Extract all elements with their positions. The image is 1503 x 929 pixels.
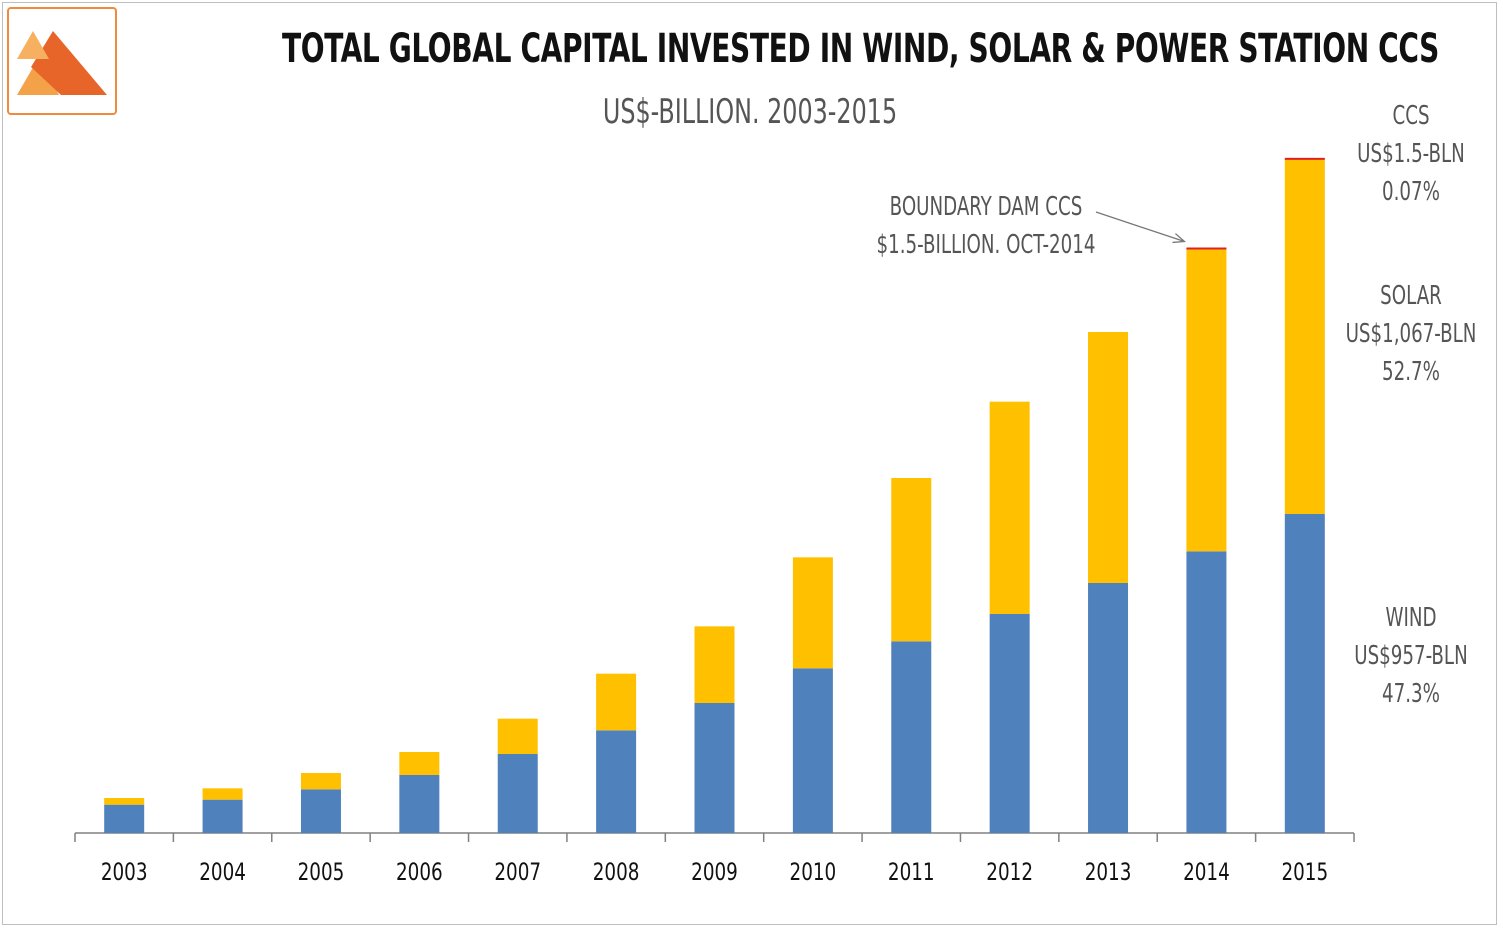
chart-subtitle: US$-BILLION. 2003-2015 [602,92,898,132]
bar-wind-2003 [104,804,145,833]
bar-wind-2013 [1088,583,1129,833]
bar-wind-2014 [1186,551,1227,833]
series-label-solar: SOLAR [1380,281,1442,311]
bar-wind-2005 [300,789,341,833]
bar-wind-2012 [989,614,1030,833]
x-tick-label: 2013 [1085,858,1132,886]
annotation-arrow-line [1095,211,1185,243]
bar-ccs-2015 [1284,157,1325,160]
bar-solar-2009 [694,626,735,703]
x-tick-label: 2007 [494,858,541,886]
bar-wind-2011 [891,641,932,833]
bar-wind-2008 [596,730,637,833]
x-tick-label: 2012 [986,858,1033,886]
series-label-solar: US$1,067-BLN [1346,319,1477,349]
bar-solar-2004 [202,788,243,800]
bar-solar-2011 [891,478,932,642]
x-tick-label: 2003 [101,858,148,886]
bar-wind-2004 [202,799,243,833]
bar-wind-2009 [694,703,735,833]
series-label-wind: US$957-BLN [1354,641,1467,671]
annotation-arrow-head [1172,233,1187,244]
x-tick-label: 2014 [1183,858,1230,886]
bar-wind-2010 [792,668,833,833]
bar-wind-2007 [497,754,538,833]
bar-ccs-2014 [1186,247,1227,250]
x-tick-label: 2011 [888,858,935,886]
bar-solar-2007 [497,718,538,754]
x-tick-label: 2009 [691,858,738,886]
bar-solar-2006 [399,752,440,775]
logo [7,7,117,115]
bar-wind-2006 [399,775,440,833]
annotation-text: BOUNDARY DAM CCS [890,192,1083,222]
bar-wind-2015 [1284,514,1325,833]
x-tick-label: 2006 [396,858,443,886]
annotation-text: $1.5-BILLION. OCT-2014 [877,230,1096,260]
bar-solar-2005 [300,773,341,790]
series-label-wind: WIND [1385,603,1436,633]
bar-solar-2014 [1186,248,1227,552]
bar-solar-2008 [596,673,637,731]
logo-icon [17,31,107,95]
series-label-solar: 52.7% [1382,357,1440,387]
bar-solar-2012 [989,401,1030,614]
bar-solar-2003 [104,798,145,805]
bar-solar-2015 [1284,158,1325,515]
series-label-ccs: 0.07% [1382,177,1440,207]
x-tick-label: 2015 [1281,858,1328,886]
bar-solar-2013 [1088,332,1129,583]
bar-solar-2010 [792,557,833,669]
series-label-ccs: CCS [1392,101,1429,131]
x-tick-label: 2004 [199,858,246,886]
x-tick-label: 2005 [298,858,345,886]
x-tick-label: 2010 [790,858,837,886]
series-label-wind: 47.3% [1382,679,1440,709]
series-label-ccs: US$1.5-BLN [1357,139,1465,169]
x-tick-label: 2008 [593,858,640,886]
